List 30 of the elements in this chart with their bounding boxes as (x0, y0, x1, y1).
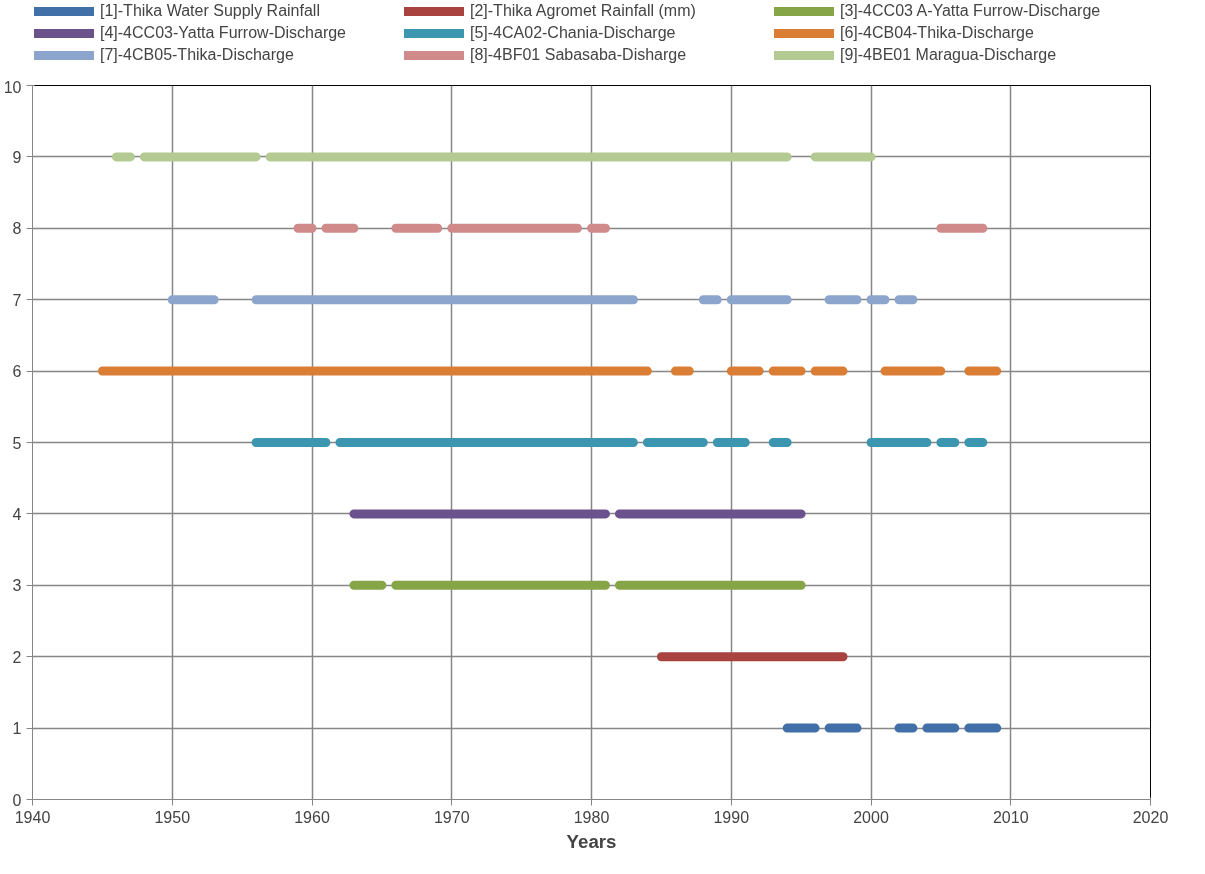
x-tick-label: 1980 (573, 808, 610, 826)
legend-label: [8]-4BF01 Sabasaba-Disharge (470, 46, 688, 64)
x-axis-title: Years (566, 830, 617, 852)
x-tick-label: 2010 (992, 808, 1029, 826)
x-tick-label: 2000 (853, 808, 889, 826)
y-tick-label: 5 (12, 434, 22, 452)
y-tick-label: 6 (12, 363, 22, 381)
legend-label: [3]-4CC03 A-Yatta Furrow-Discharge (840, 2, 1102, 20)
y-tick-label: 8 (12, 220, 22, 238)
y-tick-label: 10 (3, 78, 22, 96)
y-tick-label: 0 (12, 791, 22, 809)
legend-label: [5]-4CA02-Chania-Discharge (470, 24, 677, 42)
x-tick-label: 1950 (154, 808, 191, 826)
x-tick-label: 2020 (1132, 808, 1169, 826)
y-tick-label: 9 (12, 148, 22, 166)
legend-label: [6]-4CB04-Thika-Discharge (840, 24, 1035, 42)
legend-label: [7]-4CB05-Thika-Discharge (100, 46, 295, 64)
legend-label: [9]-4BE01 Maragua-Discharge (840, 46, 1058, 64)
legend-label: [2]-Thika Agromet Rainfall (mm) (470, 2, 697, 20)
y-tick-label: 1 (12, 720, 22, 738)
y-tick-label: 2 (12, 648, 22, 666)
legend-label: [4]-4CC03-Yatta Furrow-Discharge (100, 24, 347, 42)
x-tick-label: 1960 (294, 808, 330, 826)
x-tick-label: 1970 (433, 808, 470, 826)
x-tick-label: 1990 (713, 808, 750, 826)
x-tick-label: 1940 (14, 808, 51, 826)
y-tick-label: 4 (12, 505, 22, 523)
legend-label: [1]-Thika Water Supply Rainfall (100, 2, 321, 20)
y-tick-label: 7 (12, 291, 22, 309)
y-tick-label: 3 (12, 577, 22, 595)
